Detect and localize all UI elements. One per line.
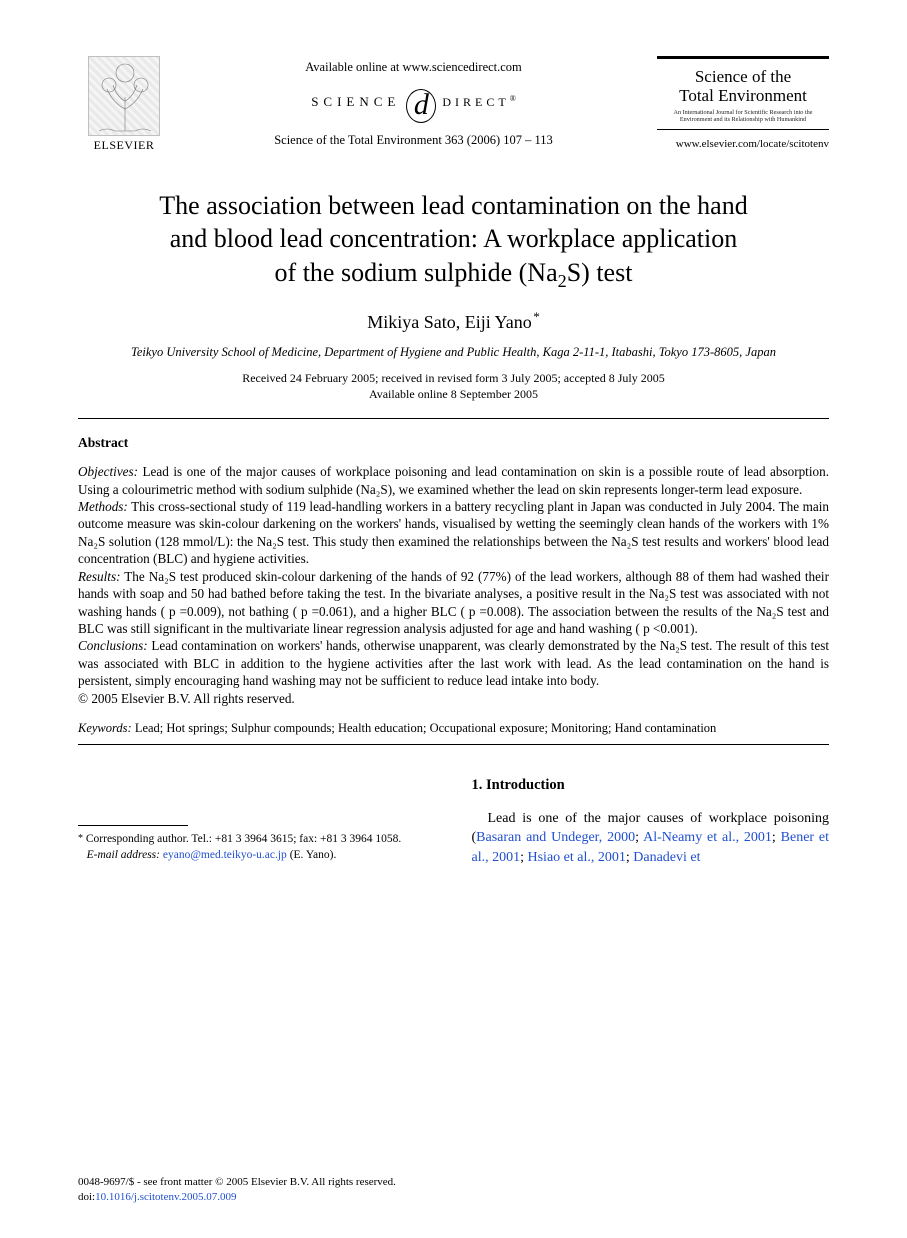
- affiliation: Teikyo University School of Medicine, De…: [78, 345, 829, 360]
- journal-block-wrap: Science of the Total Environment An Inte…: [657, 56, 829, 150]
- abstract-conclusions: Conclusions: Lead contamination on worke…: [78, 637, 829, 689]
- publisher-header: ELSEVIER Available online at www.science…: [78, 56, 829, 153]
- rule-below-abstract: [78, 744, 829, 745]
- results-label: Results:: [78, 569, 121, 584]
- email-after: (E. Yano).: [287, 849, 337, 861]
- title-subscript: 2: [558, 271, 567, 291]
- dates-line-2: Available online 8 September 2005: [369, 387, 538, 401]
- intro-paragraph: Lead is one of the major causes of workp…: [472, 809, 830, 867]
- objectives-text: Lead is one of the major causes of workp…: [78, 464, 829, 496]
- footnote-rule: [78, 825, 188, 826]
- section-title: Introduction: [482, 777, 564, 793]
- citation-line: Science of the Total Environment 363 (20…: [170, 133, 657, 148]
- email-footnote: E-mail address: eyano@med.teikyo-u.ac.jp…: [78, 848, 436, 864]
- elsevier-logo-block: ELSEVIER: [78, 56, 170, 153]
- conclusions-text: Lead contamination on workers' hands, ot…: [78, 638, 829, 688]
- section-1-heading: 1. Introduction: [472, 775, 830, 795]
- keywords-label: Keywords:: [78, 721, 132, 735]
- title-line-3a: of the sodium sulphide (Na: [275, 258, 558, 287]
- corresponding-mark: *: [533, 309, 540, 324]
- article-title: The association between lead contaminati…: [88, 189, 819, 289]
- available-online-text: Available online at www.sciencedirect.co…: [170, 60, 657, 75]
- email-link[interactable]: eyano@med.teikyo-u.ac.jp: [163, 849, 287, 861]
- dates-line-1: Received 24 February 2005; received in r…: [242, 371, 665, 385]
- section-number: 1.: [472, 777, 483, 793]
- abstract-methods: Methods: This cross-sectional study of 1…: [78, 498, 829, 568]
- corr-author-text: Corresponding author. Tel.: +81 3 3964 3…: [86, 833, 401, 845]
- sd-word-left: SCIENCE: [311, 94, 400, 110]
- journal-title-l2: Total Environment: [679, 86, 807, 105]
- abstract-objectives: Objectives: Lead is one of the major cau…: [78, 463, 829, 498]
- doi-label: doi:: [78, 1191, 95, 1203]
- author-names: Mikiya Sato, Eiji Yano: [367, 312, 532, 332]
- abstract-results: Results: The Na₂S test produced skin-col…: [78, 568, 829, 638]
- elsevier-wordmark: ELSEVIER: [78, 138, 170, 153]
- sciencedirect-logo: SCIENCE d DIRECT®: [311, 85, 516, 119]
- methods-label: Methods:: [78, 499, 128, 514]
- elsevier-tree-icon: [88, 56, 160, 136]
- title-line-1: The association between lead contaminati…: [159, 191, 747, 220]
- journal-title-l1: Science of the: [695, 67, 791, 86]
- doi-link[interactable]: 10.1016/j.scitotenv.2005.07.009: [95, 1191, 236, 1203]
- corresponding-footnote: * Corresponding author. Tel.: +81 3 3964…: [78, 832, 436, 848]
- conclusions-label: Conclusions:: [78, 638, 148, 653]
- left-column: * Corresponding author. Tel.: +81 3 3964…: [78, 775, 436, 867]
- sd-word-right: DIRECT: [442, 95, 509, 109]
- journal-subtitle: An International Journal for Scientific …: [661, 109, 825, 123]
- citation-link[interactable]: Danadevi et: [633, 850, 700, 865]
- objectives-label: Objectives:: [78, 464, 138, 479]
- body-columns: * Corresponding author. Tel.: +81 3 3964…: [78, 775, 829, 867]
- citation-link[interactable]: Hsiao et al., 2001: [528, 850, 626, 865]
- journal-url[interactable]: www.elsevier.com/locate/scitotenv: [657, 138, 829, 150]
- author-list: Mikiya Sato, Eiji Yano *: [78, 309, 829, 333]
- copyright-line: © 2005 Elsevier B.V. All rights reserved…: [78, 690, 829, 707]
- citation-link[interactable]: Basaran and Undeger, 2000: [476, 830, 635, 845]
- citation-link[interactable]: Al-Neamy et al., 2001: [643, 830, 772, 845]
- email-label: E-mail address:: [87, 849, 160, 861]
- header-center: Available online at www.sciencedirect.co…: [170, 56, 657, 148]
- journal-title-block: Science of the Total Environment An Inte…: [657, 56, 829, 130]
- rule-above-abstract: [78, 418, 829, 419]
- abstract-heading: Abstract: [78, 435, 829, 451]
- right-column: 1. Introduction Lead is one of the major…: [472, 775, 830, 867]
- page-footer: 0048-9697/$ - see front matter © 2005 El…: [78, 1175, 396, 1204]
- article-dates: Received 24 February 2005; received in r…: [78, 370, 829, 402]
- journal-title: Science of the Total Environment: [661, 67, 825, 105]
- doi-line: doi:10.1016/j.scitotenv.2005.07.009: [78, 1190, 396, 1204]
- title-line-3b: S) test: [567, 258, 633, 287]
- footnote-star: *: [78, 833, 83, 844]
- keywords-text: Lead; Hot springs; Sulphur compounds; He…: [132, 721, 717, 735]
- results-text: The Na₂S test produced skin-colour darke…: [78, 569, 829, 636]
- methods-text: This cross-sectional study of 119 lead-h…: [78, 499, 829, 566]
- front-matter-line: 0048-9697/$ - see front matter © 2005 El…: [78, 1175, 396, 1189]
- sd-at-icon: d: [406, 89, 436, 123]
- keywords-line: Keywords: Lead; Hot springs; Sulphur com…: [78, 721, 829, 736]
- title-line-2: and blood lead concentration: A workplac…: [170, 224, 737, 253]
